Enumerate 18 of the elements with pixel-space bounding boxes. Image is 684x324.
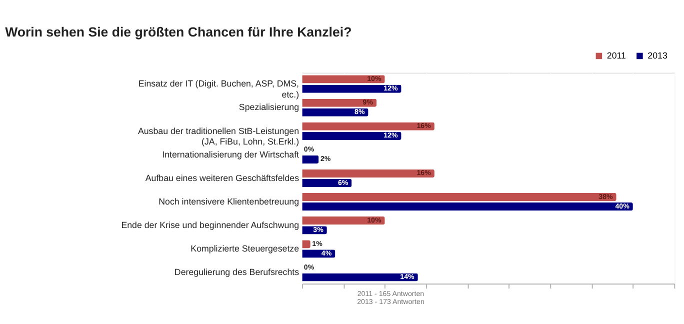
y-tick-label: Ausbau der traditionellen StB-Leistungen (JA, FiBu, Lohn, St.Erkl.)	[138, 126, 300, 146]
y-tick-label: Noch intensivere Klientenbetreuung	[158, 196, 300, 206]
legend-label: 2011	[606, 50, 626, 61]
bar	[302, 202, 633, 211]
y-tick-label: Komplizierte Steuergesetze	[190, 244, 300, 254]
y-tick-label: Internationalisierung der Wirtschaft	[162, 149, 300, 160]
y-tick-label: Deregulierung des Berufsrechts	[174, 267, 300, 278]
y-tick-label: Aufbau eines weiteren Geschäftsfeldes	[145, 172, 300, 183]
text: Worin sehen Sie die größten Chancen für Ihre Kanzlei?	[5, 24, 352, 40]
y-tick-label: Spezialisierung	[238, 102, 300, 112]
bar	[302, 216, 385, 225]
bar	[302, 169, 434, 178]
bar	[302, 132, 402, 140]
bar	[302, 192, 616, 202]
legend-label: 2013	[648, 50, 668, 61]
bar	[302, 155, 319, 164]
y-tick-label: Einsatz der IT (Digit. Buchen, ASP, DMS, etc.)	[138, 78, 300, 100]
y-tick-label: Ende der Krise und beginnender Aufschwung	[121, 220, 300, 230]
